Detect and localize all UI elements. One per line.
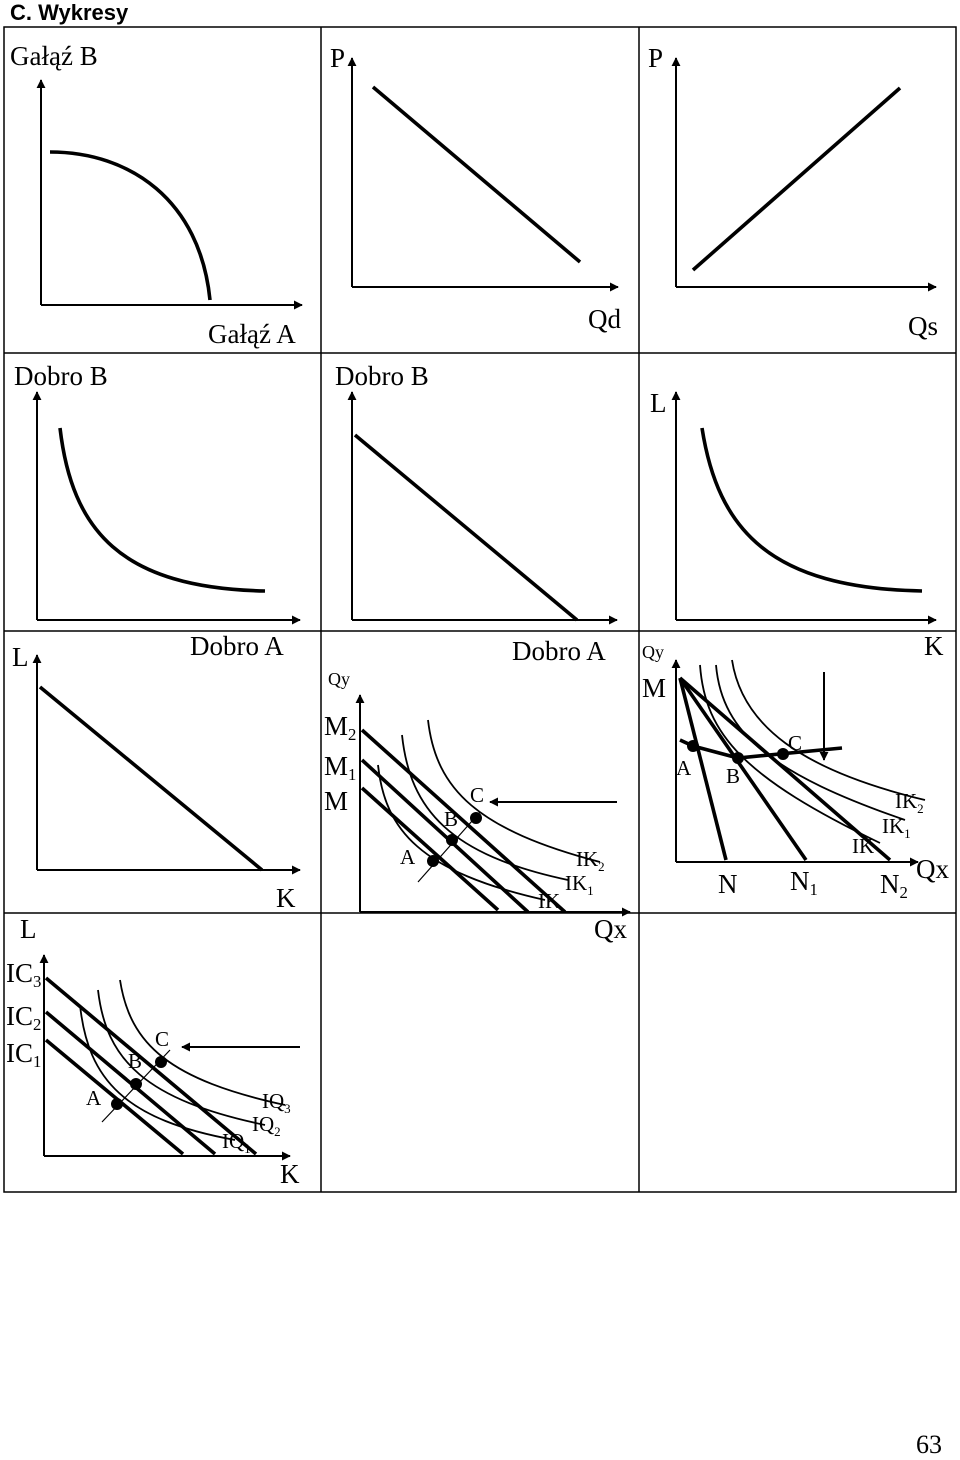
indiff-y-label: Dobro B xyxy=(14,361,108,391)
point-label-c: C xyxy=(788,731,802,755)
isoquant-panel: L K xyxy=(650,388,944,661)
point-b xyxy=(732,752,744,764)
budget-line-n2 xyxy=(678,676,892,862)
demand-y-label: P xyxy=(330,43,345,73)
price-path-panel: Qy Qx M A B C IK2 IK1 IK N N1 N2 xyxy=(642,642,949,902)
budget-line-m xyxy=(360,786,500,912)
page-number: 63 xyxy=(916,1430,942,1459)
ppf-curve xyxy=(49,150,212,301)
point-label-a: A xyxy=(676,756,692,780)
isocost-y-label: L xyxy=(12,642,29,672)
curve-label-ik2: IK2 xyxy=(895,789,924,816)
supply-curve xyxy=(691,86,902,272)
budget-label-m2: M2 xyxy=(324,711,356,744)
income-path-x-label: Qx xyxy=(594,914,627,944)
demand-panel: P Qd xyxy=(330,43,621,334)
curve-label-ik2: IK2 xyxy=(576,847,605,874)
budget-y-label: Dobro B xyxy=(335,361,429,391)
point-a xyxy=(427,855,439,867)
budget-label-m1: M1 xyxy=(324,751,356,784)
indifference-curve-ik1 xyxy=(715,664,906,821)
isoquant-label-iq1: IQ1 xyxy=(222,1129,251,1156)
curve-label-ik: IK xyxy=(538,889,560,913)
isoquant-iq2 xyxy=(97,989,266,1126)
indifference-curve xyxy=(58,427,266,593)
demand-x-label: Qd xyxy=(588,304,621,334)
point-label-c: C xyxy=(155,1027,169,1051)
isocost-panel: L K xyxy=(12,642,301,913)
point-label-a: A xyxy=(86,1086,102,1110)
point-b xyxy=(446,834,458,846)
isoquant-curve xyxy=(700,427,923,593)
x-mark-n: N xyxy=(718,869,738,899)
curve-label-ik1: IK1 xyxy=(565,871,594,898)
isocost-line xyxy=(38,685,264,872)
point-label-b: B xyxy=(444,807,458,831)
isocost-line-ic3 xyxy=(44,976,258,1156)
indiff-x-label: Dobro A xyxy=(190,631,284,661)
budget-panel: Dobro B Dobro A xyxy=(335,361,618,666)
indiff-panel: Dobro B Dobro A xyxy=(14,361,301,661)
section-title: C. Wykresy xyxy=(10,0,129,25)
point-label-a: A xyxy=(400,845,416,869)
indifference-curve-ik2 xyxy=(731,659,926,801)
expansion-y-label: L xyxy=(20,914,37,944)
budget-label-m: M xyxy=(324,786,348,816)
x-mark-n1: N1 xyxy=(790,866,818,899)
point-label-b: B xyxy=(726,764,740,788)
isocost-label-ic1: IC1 xyxy=(6,1038,41,1071)
budget-line-n1 xyxy=(678,676,808,862)
demand-curve xyxy=(371,85,582,264)
point-b xyxy=(130,1078,142,1090)
supply-panel: P Qs xyxy=(648,43,938,341)
budget-line-m1 xyxy=(360,758,530,914)
ppf-y-label: Gałąź B xyxy=(10,41,98,71)
isocost-line-ic1 xyxy=(44,1038,185,1156)
table-grid xyxy=(3,26,957,1193)
isoquant-iq3 xyxy=(119,979,286,1106)
isocost-label-ic3: IC3 xyxy=(6,958,41,991)
point-c xyxy=(155,1056,167,1068)
point-a xyxy=(111,1098,123,1110)
isoquant-iq1 xyxy=(79,1004,236,1141)
income-path-panel: Qy Qx M2 M1 M A B C IK2 IK1 IK xyxy=(324,669,631,944)
supply-x-label: Qs xyxy=(908,311,938,341)
point-label-b: B xyxy=(128,1049,142,1073)
isocost-label-ic2: IC2 xyxy=(6,1001,41,1034)
income-consumption-line xyxy=(417,811,481,883)
curve-label-ik1: IK1 xyxy=(882,814,911,841)
point-a xyxy=(687,740,699,752)
budget-line-m2 xyxy=(360,728,567,914)
supply-y-label: P xyxy=(648,43,663,73)
x-mark-n2: N2 xyxy=(880,869,908,902)
price-consumption-line xyxy=(679,738,843,760)
isoquant-y-label: L xyxy=(650,388,667,418)
budget-x-label: Dobro A xyxy=(512,636,606,666)
budget-label-m: M xyxy=(642,673,666,703)
expansion-path-panel: L K IC3 IC2 IC1 A B C IQ3 IQ2 IQ1 xyxy=(6,914,300,1189)
isocost-x-label: K xyxy=(276,883,296,913)
ppf-x-label: Gałąź A xyxy=(208,319,296,349)
point-c xyxy=(470,812,482,824)
budget-line xyxy=(353,433,579,622)
isoquant-label-iq2: IQ2 xyxy=(252,1112,281,1139)
isoquant-x-label: K xyxy=(924,631,944,661)
curve-label-ik: IK xyxy=(852,834,874,858)
expansion-x-label: K xyxy=(280,1159,300,1189)
income-path-y-label: Qy xyxy=(328,669,350,689)
indifference-curve-ik1 xyxy=(401,734,569,881)
indifference-curve-ik2 xyxy=(427,719,601,863)
price-path-y-label: Qy xyxy=(642,642,664,662)
point-label-c: C xyxy=(470,783,484,807)
budget-line-n xyxy=(678,677,728,861)
price-path-x-label: Qx xyxy=(916,854,949,884)
point-c xyxy=(777,748,789,760)
ppf-panel: Gałąź B Gałąź A xyxy=(10,41,303,349)
